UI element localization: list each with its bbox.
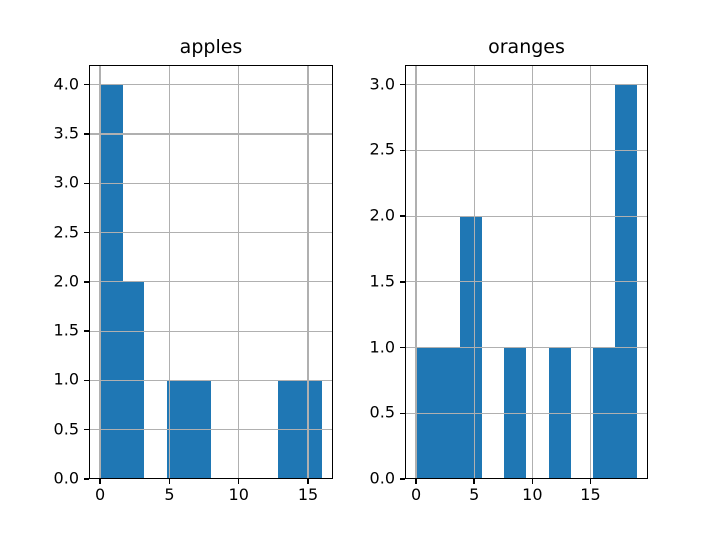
gridline-horizontal [89, 231, 333, 234]
y-tick-mark [400, 281, 405, 283]
y-tick-label: 2.5 [369, 139, 395, 159]
gridline-horizontal [89, 379, 333, 382]
gridline-vertical [99, 65, 101, 479]
x-tick-label: 0 [410, 485, 422, 504]
x-tick-label: 10 [522, 485, 543, 504]
gridline-horizontal [89, 182, 333, 184]
y-tick-label: 2.0 [369, 205, 395, 225]
subplot-apples: apples 0 5 10 15 0.0 0.5 1.0 1.5 2.0 2.5 3.0 3.5 4.0 [54, 37, 333, 503]
y-tick-label: 0.0 [53, 468, 79, 488]
gridline-horizontal [405, 281, 648, 283]
y-tick-label: 1.5 [53, 320, 79, 340]
y-tick-mark [84, 478, 89, 480]
x-tick-mark [168, 479, 171, 484]
y-tick-mark [84, 133, 89, 135]
y-tick-label: 1.5 [369, 271, 395, 291]
y-tick-mark [400, 149, 405, 152]
x-tick-mark [531, 479, 533, 484]
gridline-horizontal [89, 478, 333, 479]
chart-title-oranges: oranges [488, 36, 565, 59]
y-tick-label: 4.0 [53, 74, 79, 94]
y-tick-label: 2.5 [53, 221, 79, 241]
x-tick-label: 15 [580, 485, 601, 504]
x-tick-mark [307, 479, 309, 484]
y-tick-label: 3.0 [53, 172, 79, 192]
gridline-horizontal [405, 215, 648, 217]
gridline-horizontal [89, 330, 333, 332]
chart-title-apples: apples [179, 36, 243, 59]
x-tick-label: 0 [94, 485, 106, 504]
x-tick-label: 5 [469, 485, 480, 504]
x-tick-mark [589, 479, 592, 484]
y-tick-label: 0.0 [369, 468, 395, 488]
y-tick-mark [84, 429, 89, 431]
y-tick-mark [84, 281, 89, 283]
gridline-vertical [415, 65, 417, 479]
y-tick-mark [84, 379, 89, 382]
y-tick-mark [400, 412, 405, 414]
gridline-horizontal [405, 478, 648, 479]
x-tick-mark [99, 479, 101, 484]
x-tick-mark [415, 479, 417, 484]
y-tick-mark [84, 330, 89, 332]
x-tick-mark [473, 479, 475, 484]
gridline-vertical [473, 65, 475, 479]
y-tick-mark [400, 346, 405, 349]
y-tick-mark [400, 478, 405, 480]
gridline-horizontal [89, 84, 333, 86]
y-tick-label: 0.5 [369, 402, 395, 422]
gridline-vertical [168, 65, 170, 479]
plot-area-apples [89, 65, 333, 479]
y-tick-mark [400, 84, 405, 86]
gridline-vertical [307, 65, 309, 479]
gridline-horizontal [405, 84, 648, 86]
subplot-oranges: oranges 0 5 10 15 0.0 0.5 1.0 1.5 2.0 2.5 3.0 [370, 37, 648, 503]
y-tick-label: 1.0 [369, 336, 395, 356]
gridline-horizontal [405, 346, 648, 349]
x-tick-mark [238, 479, 240, 484]
gridline-horizontal [89, 429, 333, 431]
gridline-horizontal [405, 149, 648, 152]
gridline-horizontal [89, 133, 333, 135]
gridline-horizontal [89, 281, 333, 283]
y-tick-label: 3.5 [53, 123, 79, 143]
y-tick-mark [400, 215, 405, 217]
y-tick-label: 1.0 [53, 369, 79, 389]
y-tick-label: 3.0 [369, 74, 395, 94]
x-tick-label: 15 [297, 485, 319, 504]
x-tick-label: 5 [164, 485, 175, 504]
gridline-vertical [531, 65, 533, 479]
x-tick-label: 10 [228, 485, 249, 504]
gridline-vertical [589, 65, 592, 479]
gridline-vertical [238, 65, 240, 479]
y-tick-mark [84, 231, 89, 234]
y-tick-label: 0.5 [53, 419, 79, 439]
gridline-horizontal [405, 412, 648, 414]
y-tick-mark [84, 182, 89, 184]
y-tick-mark [84, 84, 89, 86]
y-tick-label: 2.0 [53, 271, 79, 291]
plot-area-oranges [405, 65, 648, 479]
